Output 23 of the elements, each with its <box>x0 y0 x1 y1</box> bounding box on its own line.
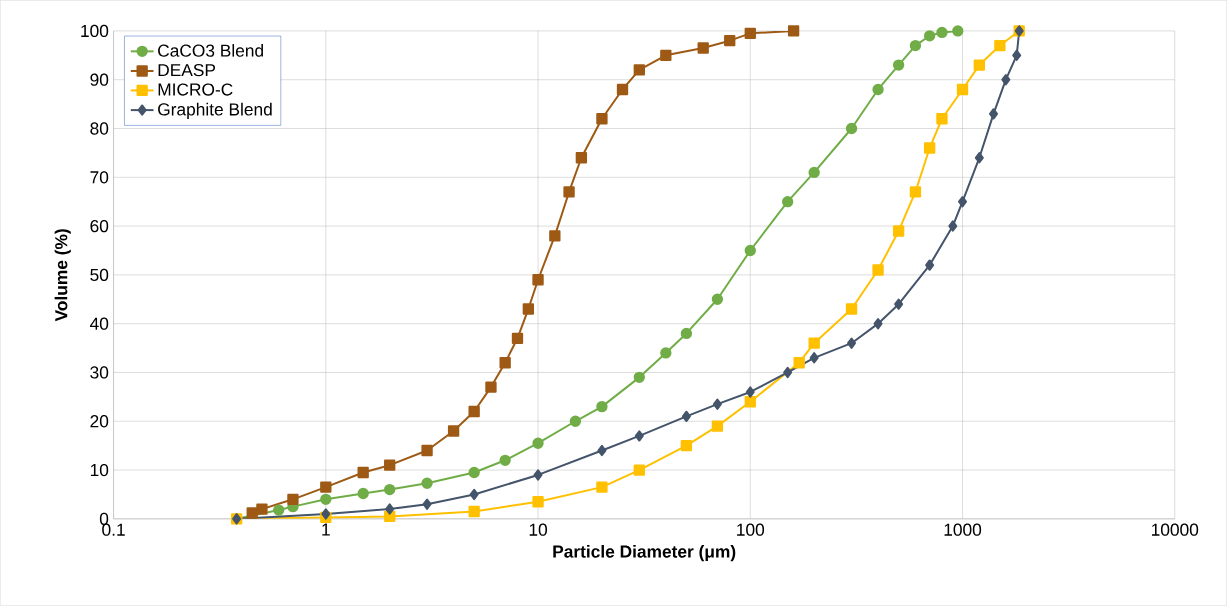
y-tick-label: 20 <box>90 415 109 428</box>
x-tick-label: 1 <box>322 523 330 536</box>
x-tick-label: 10 <box>529 523 548 536</box>
legend-label: DEASP <box>158 64 216 77</box>
legend-label: MICRO-C <box>158 83 233 96</box>
x-tick-label: 10000 <box>1151 523 1199 536</box>
y-tick-label: 80 <box>90 122 109 135</box>
x-tick-label: 100 <box>737 523 765 536</box>
y-tick-label: 10 <box>90 464 109 477</box>
y-tick-label: 60 <box>90 220 109 233</box>
y-tick-label: 30 <box>90 366 109 379</box>
x-tick-label: 1000 <box>944 523 982 536</box>
y-tick-label: 40 <box>89 317 109 330</box>
legend-label: Graphite Blend <box>158 102 272 120</box>
y-tick-label: 70 <box>90 171 109 184</box>
x-axis-title: Particle Diameter (μm) <box>553 545 736 562</box>
legend-label: CaCO3 Blend <box>158 44 263 57</box>
y-tick-label: 50 <box>90 268 109 282</box>
y-tick-label: 0 <box>99 512 109 526</box>
y-axis-title: Volume (%) <box>54 229 71 322</box>
y-tick-label: 100 <box>81 24 109 38</box>
x-tick-label: 0.1 <box>102 523 125 536</box>
y-tick-label: 90 <box>90 73 109 86</box>
